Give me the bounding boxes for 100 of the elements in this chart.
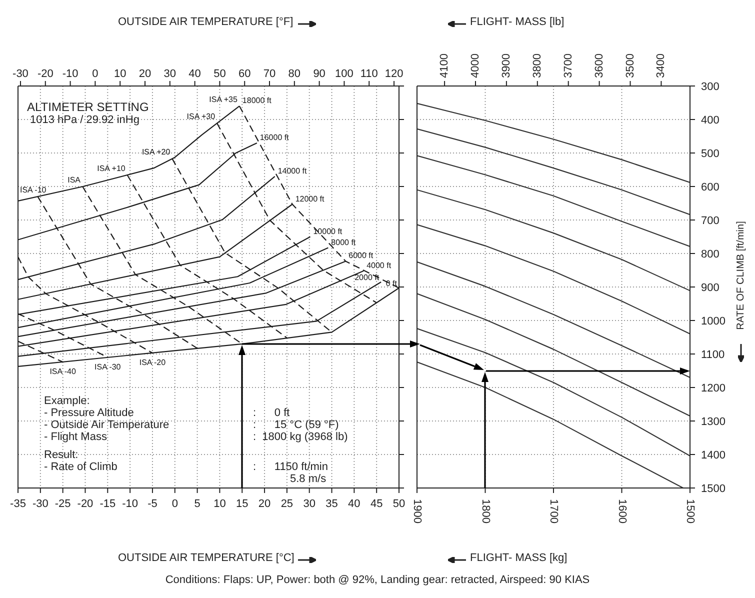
x-tick-label: 10 — [214, 498, 226, 510]
y-tick-label: 1200 — [701, 382, 726, 394]
x-tick-label: 20 — [258, 498, 271, 510]
x2-tick-label: 3800 — [531, 54, 544, 78]
x2-tick-label: 4000 — [470, 54, 482, 78]
text: Conditions: Flaps: UP, Power: both @ 92%, Landing gear: retracted, Airspeed: 90 KIAS — [164, 574, 591, 586]
annotation: : 1150 ft/min — [253, 461, 328, 473]
y-tick-label: 700 — [701, 215, 720, 227]
x2-tick-label: 120 — [384, 68, 404, 80]
x2-tick-label: 3600 — [593, 54, 606, 78]
x-tick-label: -15 — [100, 498, 116, 510]
x2-tick-label: 0 — [92, 68, 98, 80]
annotation: 5.8 m/s — [290, 473, 326, 485]
x2-tick-label: 60 — [238, 68, 251, 80]
x-tick-label: 1800 — [479, 499, 492, 524]
x2-tick-label: -30 — [12, 68, 28, 80]
line-series — [417, 328, 690, 456]
line-series — [417, 293, 690, 417]
annotation: - Outside Air Temperature — [44, 419, 170, 431]
series-label: ISA -10 — [20, 186, 47, 195]
annotation: Result: — [44, 449, 78, 461]
series-label: 8000 ft — [331, 238, 356, 247]
x2-tick-label: -20 — [37, 68, 54, 80]
x2-tick-label: 3400 — [655, 54, 668, 78]
series-label: 6000 ft — [348, 251, 374, 260]
x2-tick-label: 70 — [263, 68, 276, 80]
x2-tick-label: 50 — [214, 68, 226, 80]
x2-tick-label: 40 — [188, 68, 201, 80]
series-label: ISA +35 — [209, 95, 238, 104]
x-tick-label: 40 — [348, 498, 360, 510]
x-tick-label: 1500 — [684, 499, 696, 524]
x2-tick-label: 3500 — [624, 54, 636, 78]
series-label: 18000 ft — [242, 96, 272, 106]
line-series — [417, 155, 690, 248]
series-label: ISA -30 — [94, 362, 122, 372]
y-tick-label: 1100 — [701, 349, 725, 361]
series-label: 4000 ft — [366, 260, 392, 270]
x-tick-label: 25 — [280, 498, 294, 510]
y-tick-label: 1300 — [701, 416, 726, 428]
y-tick-label: 1500 — [701, 483, 726, 495]
annotation: 1013 hPa / 29.92 inHg — [30, 114, 140, 126]
x2-tick-label: 80 — [288, 68, 301, 80]
y-tick-label: 600 — [701, 182, 720, 194]
series-label: ISA -20 — [139, 358, 166, 367]
x2-tick-label: 3900 — [500, 54, 512, 78]
x-tick-label: 45 — [370, 498, 383, 510]
x2-tick-label: 90 — [313, 68, 326, 80]
x2-tick-label: -10 — [62, 68, 78, 80]
x-tick-label: 1600 — [616, 499, 628, 524]
x-tick-label: -35 — [10, 498, 26, 510]
annotation: : 1800 kg (3968 lb) — [253, 431, 348, 443]
line-series — [417, 224, 690, 334]
series-label: 12000 ft — [295, 194, 326, 204]
x-tick-label: -30 — [32, 498, 48, 510]
x-tick-label: -20 — [77, 498, 94, 510]
x-tick-label: -25 — [54, 498, 71, 510]
x-tick-label: 30 — [303, 498, 316, 510]
line-series — [417, 261, 690, 378]
x-axis-title: OUTSIDE AIR TEMPERATURE [°C] — [118, 552, 294, 564]
annotation: : 15 °C (59 °F) — [253, 419, 339, 431]
x-tick-label: 35 — [326, 498, 338, 510]
annotation: ALTIMETER SETTING — [27, 100, 149, 114]
x-tick-label: 50 — [392, 498, 406, 510]
x-tick-label: 1900 — [411, 499, 423, 524]
x2-tick-label: 110 — [360, 68, 378, 80]
series-label: ISA -40 — [50, 367, 76, 376]
annotation: - Flight Mass — [44, 431, 107, 443]
x-axis-title: FLIGHT- MASS [kg] — [470, 552, 568, 564]
series-label: ISA — [68, 176, 82, 184]
y-tick-label: 300 — [701, 81, 720, 93]
x2-tick-label: 100 — [335, 68, 354, 80]
series-label: 14000 ft — [278, 166, 308, 176]
series-label: ISA +20 — [142, 148, 171, 157]
x2-tick-label: 30 — [164, 68, 176, 80]
annotation: Example: — [44, 395, 90, 407]
line-series — [417, 361, 684, 488]
y-tick-label: 900 — [701, 282, 720, 294]
line-series — [417, 189, 690, 292]
x2-tick-label: 4100 — [438, 54, 451, 78]
y-tick-label: 1000 — [701, 316, 726, 328]
x2-axis-title: OUTSIDE AIR TEMPERATURE [°F] — [118, 16, 294, 28]
y-tick-label: 1400 — [701, 450, 726, 462]
y-axis-title: RATE OF CLIMB [ft/min] — [736, 220, 746, 332]
annotation: : 0 ft — [253, 407, 290, 419]
series-label: 10000 ft — [313, 226, 343, 236]
x2-tick-label: 3700 — [562, 54, 574, 78]
x-tick-label: 0 — [172, 498, 178, 510]
x-tick-label: -10 — [122, 498, 138, 510]
x2-tick-label: 20 — [138, 68, 152, 80]
y-tick-label: 400 — [701, 114, 720, 126]
x2-axis-title: FLIGHT- MASS [lb] — [470, 16, 564, 28]
x-tick-label: -5 — [148, 498, 158, 510]
x2-tick-label: 10 — [114, 68, 126, 80]
x-tick-label: 1700 — [548, 499, 560, 524]
series-label: ISA +30 — [186, 112, 216, 122]
annotation: - Rate of Climb — [44, 461, 118, 473]
x-tick-label: 5 — [194, 498, 200, 510]
line-series — [417, 128, 690, 216]
y-tick-label: 500 — [701, 148, 720, 160]
line-series — [417, 102, 690, 184]
